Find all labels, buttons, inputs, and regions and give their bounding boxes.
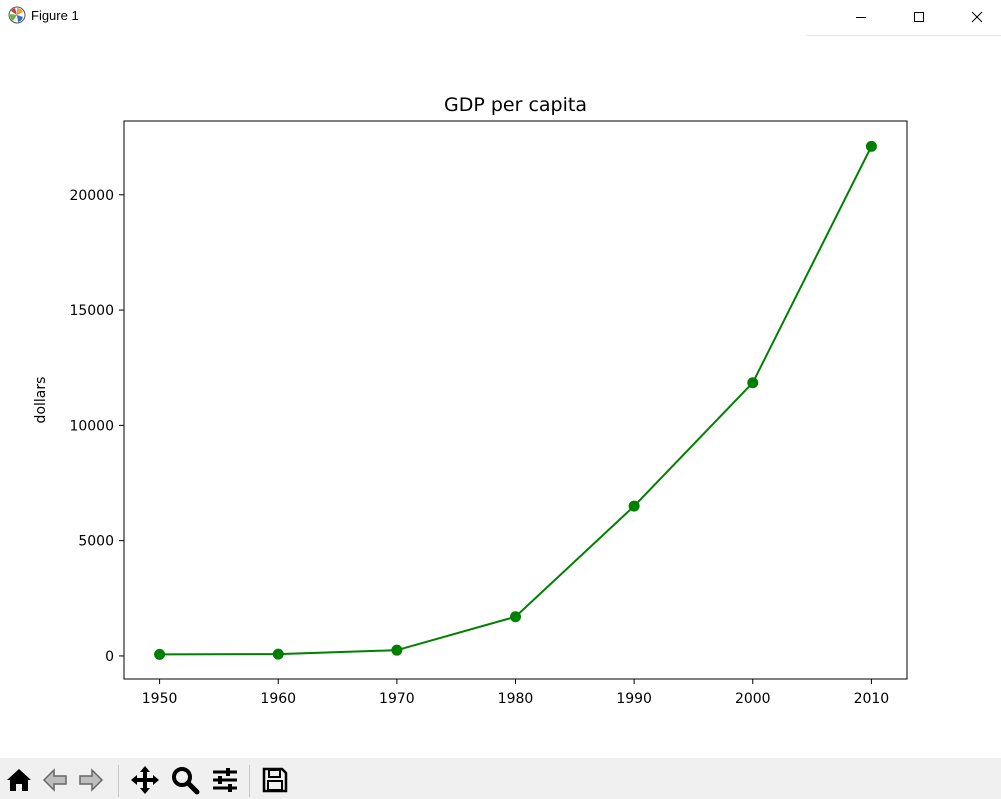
x-tick-label: 1970: [379, 691, 415, 707]
zoom-button[interactable]: [168, 763, 202, 797]
x-tick-label: 1950: [142, 691, 178, 707]
back-icon: [42, 768, 67, 792]
data-point: [272, 648, 284, 660]
matplotlib-icon: [8, 6, 26, 24]
figure-canvas[interactable]: GDP per capita dollars 1950 1960 1970 1980 199…: [0, 36, 1001, 758]
close-icon: [971, 11, 983, 23]
back-button[interactable]: [38, 763, 72, 797]
window-title: Figure 1: [31, 8, 79, 23]
maximize-icon: [914, 12, 924, 22]
chart-title: GDP per capita: [444, 94, 587, 116]
data-point: [865, 140, 877, 152]
y-tick-label: 0: [105, 649, 114, 665]
y-tick-label: 20000: [69, 188, 114, 204]
series-line: [159, 145, 873, 656]
x-tick-label: 1990: [616, 691, 652, 707]
home-icon: [7, 769, 31, 791]
close-button[interactable]: [948, 0, 1001, 34]
forward-button[interactable]: [74, 763, 108, 797]
x-tick-label: 2000: [735, 691, 771, 707]
zoom-icon: [172, 767, 200, 795]
pan-icon: [131, 766, 159, 794]
save-button[interactable]: [258, 763, 292, 797]
x-tick-label: 2010: [854, 691, 890, 707]
toolbar-separator: [249, 765, 250, 797]
toolbar-separator: [118, 765, 119, 797]
y-axis-label: dollars: [33, 377, 49, 424]
axes-frame: [123, 120, 908, 680]
y-tick-label: 10000: [69, 418, 114, 434]
titlebar-divider: [806, 35, 1001, 36]
configure-subplots-button[interactable]: [208, 763, 242, 797]
home-button[interactable]: [2, 763, 36, 797]
x-tick-label: 1980: [498, 691, 534, 707]
data-point: [510, 611, 521, 623]
y-tick-label: 5000: [78, 534, 114, 550]
minimize-button[interactable]: [832, 0, 890, 34]
data-point: [154, 648, 166, 660]
navigation-toolbar: [0, 758, 1001, 799]
x-tick-label: 1960: [260, 691, 296, 707]
forward-icon: [79, 768, 104, 792]
minimize-icon: [856, 17, 866, 18]
data-point: [747, 377, 759, 389]
pan-button[interactable]: [128, 763, 162, 797]
data-point: [391, 644, 403, 656]
data-point: [628, 500, 640, 512]
y-tick-label: 15000: [69, 303, 114, 319]
window-titlebar: Figure 1: [0, 0, 1001, 34]
maximize-button[interactable]: [890, 0, 948, 34]
save-icon: [262, 767, 288, 793]
configure-subplots-icon: [213, 768, 237, 792]
